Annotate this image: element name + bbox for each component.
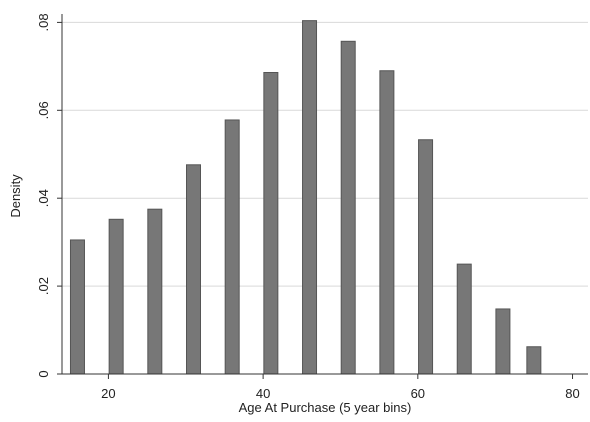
x-axis-ticks: 20 40 60 80 xyxy=(101,374,580,401)
histogram-bar xyxy=(302,20,318,375)
histogram-bar xyxy=(418,139,434,375)
histogram-bar xyxy=(526,346,542,375)
x-axis-title: Age At Purchase (5 year bins) xyxy=(239,400,412,415)
histogram-bar xyxy=(69,239,85,375)
histogram-bar xyxy=(495,308,511,375)
histogram-bar xyxy=(147,208,163,375)
y-tick-label: .04 xyxy=(36,189,51,207)
y-tick-label: .06 xyxy=(36,101,51,119)
x-tick-label: 40 xyxy=(256,386,270,401)
y-tick-label: .02 xyxy=(36,277,51,295)
axes xyxy=(61,14,588,375)
histogram-bar xyxy=(379,70,395,375)
histogram-bar xyxy=(108,218,124,375)
histogram-bar xyxy=(186,164,201,375)
x-tick-label: 60 xyxy=(411,386,425,401)
y-tick-label: .08 xyxy=(36,13,51,31)
x-tick-label: 20 xyxy=(101,386,115,401)
histogram-bar xyxy=(263,71,279,375)
x-tick-label: 80 xyxy=(565,386,579,401)
y-axis-ticks: 0 .02 .04 .06 .08 xyxy=(36,13,62,378)
y-tick-label: 0 xyxy=(36,370,51,377)
histogram-bar xyxy=(224,119,240,375)
histogram-bar xyxy=(340,40,356,375)
y-axis-title: Density xyxy=(8,174,23,218)
bars xyxy=(69,20,542,375)
histogram-bar xyxy=(456,263,472,375)
